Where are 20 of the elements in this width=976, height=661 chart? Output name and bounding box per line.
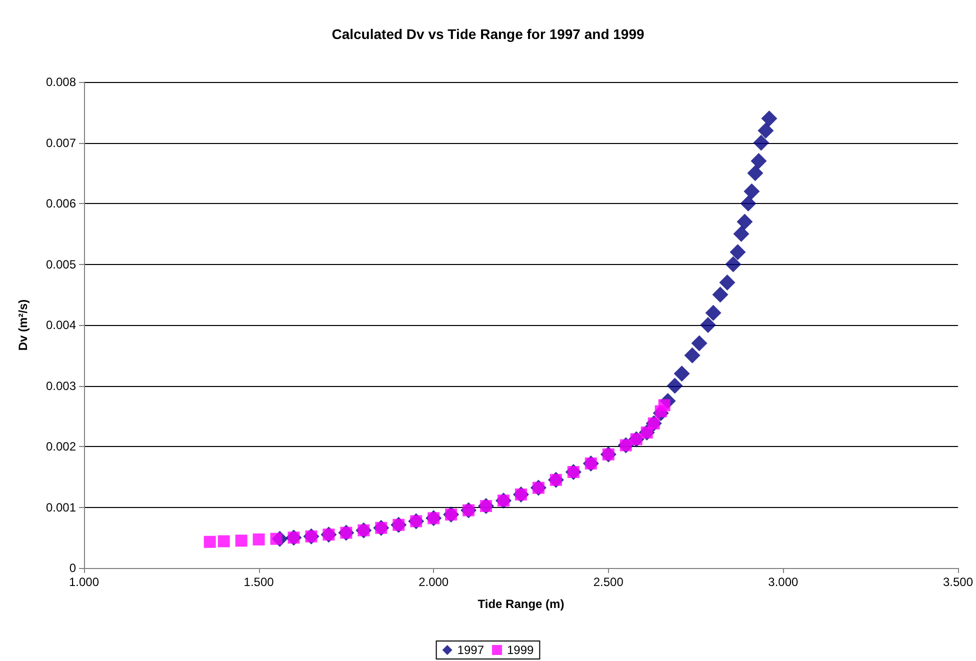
chart-title: Calculated Dv vs Tide Range for 1997 and 1999 <box>332 26 644 42</box>
y-tick-label: 0.006 <box>46 196 76 210</box>
x-axis-title: Tide Range (m) <box>478 597 564 611</box>
x-tick-label: 2.500 <box>593 575 624 589</box>
y-axis-title: Dv (m²/s) <box>16 299 30 351</box>
y-tick-label: 0.005 <box>46 257 76 272</box>
y-tick-label: 0 <box>69 561 76 575</box>
y-tick-label: 0.002 <box>46 440 76 454</box>
y-tick-label: 0.003 <box>46 378 76 393</box>
y-tick-label: 0.001 <box>46 500 76 514</box>
x-tick-label: 3.500 <box>942 575 974 589</box>
x-tick-label: 2.000 <box>418 575 449 589</box>
legend-label: 1999 <box>507 643 534 657</box>
legend-label: 1997 <box>457 643 484 657</box>
x-tick-label: 1.000 <box>68 575 100 589</box>
x-tick-label: 3.000 <box>768 575 799 589</box>
y-tick-label: 0.008 <box>46 75 76 89</box>
x-tick-label: 1.500 <box>244 575 274 589</box>
y-tick-label: 0.004 <box>46 318 76 332</box>
y-tick-label: 0.007 <box>46 136 76 150</box>
